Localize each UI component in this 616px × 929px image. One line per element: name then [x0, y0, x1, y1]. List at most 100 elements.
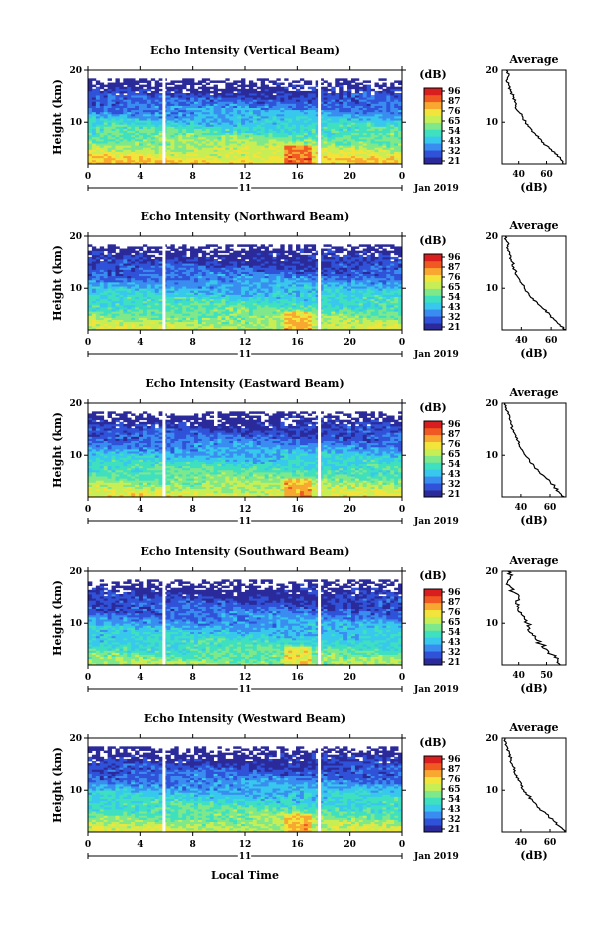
x-tick-label: 12: [239, 172, 252, 182]
average-x-tick: 60: [544, 503, 557, 513]
x-tick-label: 20: [343, 338, 356, 348]
colorbar-tick: 32: [448, 815, 461, 825]
colorbar-tick: 54: [448, 628, 461, 638]
x-tick-label: 16: [291, 338, 304, 348]
average-y-tick: 10: [485, 619, 498, 629]
average-frame: [501, 235, 567, 331]
average-x-tick: 40: [512, 170, 525, 180]
y-tick-label: 10: [69, 451, 82, 461]
colorbar-tick: 54: [448, 795, 461, 805]
colorbar-tick: 65: [448, 117, 461, 127]
x-tick-label: 20: [343, 505, 356, 515]
colorbar-unit: (dB): [419, 401, 446, 414]
x-tick-label: 12: [239, 338, 252, 348]
colorbar-tick: 32: [448, 480, 461, 490]
colorbar: [423, 420, 445, 498]
data-gap-0: [162, 70, 166, 164]
x-tick-label: 0: [399, 673, 405, 683]
data-gap-0: [162, 738, 166, 832]
average-x-label: (dB): [520, 347, 547, 360]
average-y-tick: 20: [485, 399, 498, 409]
colorbar-tick: 32: [448, 147, 461, 157]
x-tick-label: 8: [190, 505, 196, 515]
average-profile-line: [503, 235, 567, 331]
y-tick-label: 20: [69, 734, 82, 744]
x-tick-label: 0: [399, 505, 405, 515]
average-frame: [501, 402, 567, 498]
y-tick-label: 20: [69, 66, 82, 76]
beam-panel-4: Echo Intensity (Westward Beam) 0 4 8 12 16 20 0…: [51, 712, 567, 864]
x-tick-label: 12: [239, 673, 252, 683]
colorbar: [423, 253, 445, 331]
colorbar-tick: 76: [448, 273, 461, 283]
date-label: Jan 2019: [413, 184, 459, 194]
x-tick-label: 16: [291, 840, 304, 850]
y-axis-label: Height (km): [51, 747, 64, 823]
x-tick-label: 12: [239, 840, 252, 850]
colorbar: [423, 755, 445, 833]
day-label: 11: [239, 852, 252, 862]
y-tick-label: 10: [69, 619, 82, 629]
beam-panel-3: Echo Intensity (Southward Beam) 0 4 8 12 16 20…: [51, 545, 567, 697]
average-y-tick: 20: [485, 232, 498, 242]
panel-title: Echo Intensity (Northward Beam): [141, 210, 350, 223]
average-profile-line: [505, 570, 561, 666]
panel-title: Echo Intensity (Vertical Beam): [150, 44, 340, 57]
y-axis-label: Height (km): [51, 580, 64, 656]
average-x-tick: 40: [515, 838, 528, 848]
x-tick-label: 0: [85, 840, 91, 850]
y-axis-label: Height (km): [51, 245, 64, 321]
average-frame: [501, 570, 567, 666]
x-tick-label: 20: [343, 840, 356, 850]
data-gap-1: [318, 70, 322, 164]
data-gap-1: [318, 403, 322, 497]
colorbar-tick: 76: [448, 440, 461, 450]
average-x-tick: 60: [545, 336, 558, 346]
average-y-tick: 20: [485, 734, 498, 744]
panel-title: Echo Intensity (Southward Beam): [141, 545, 350, 558]
heatmap-cells: [88, 411, 403, 498]
day-label: 11: [239, 350, 252, 360]
colorbar-tick: 43: [448, 470, 461, 480]
colorbar-tick: 76: [448, 107, 461, 117]
average-x-label: (dB): [520, 514, 547, 527]
panel-title: Echo Intensity (Westward Beam): [144, 712, 346, 725]
y-tick-label: 20: [69, 399, 82, 409]
data-gap-1: [318, 571, 322, 665]
x-tick-label: 4: [137, 172, 143, 182]
colorbar-tick: 96: [448, 755, 461, 765]
average-title: Average: [508, 219, 558, 232]
colorbar-tick: 87: [448, 97, 461, 107]
heatmap-cells: [88, 579, 403, 666]
average-x-label: (dB): [520, 849, 547, 862]
average-x-tick: 40: [515, 336, 528, 346]
date-label: Jan 2019: [413, 685, 459, 695]
average-title: Average: [508, 721, 558, 734]
x-tick-label: 16: [291, 505, 304, 515]
colorbar-tick: 43: [448, 303, 461, 313]
colorbar-tick: 65: [448, 450, 461, 460]
x-tick-label: 20: [343, 172, 356, 182]
average-x-tick: 60: [540, 170, 553, 180]
average-x-tick: 50: [540, 671, 553, 681]
colorbar-unit: (dB): [419, 234, 446, 247]
average-y-tick: 10: [485, 284, 498, 294]
colorbar-unit: (dB): [419, 736, 446, 749]
colorbar-tick: 21: [448, 157, 461, 167]
x-axis-label: Local Time: [211, 869, 279, 882]
heatmap-cells: [88, 746, 403, 833]
x-tick-label: 0: [85, 172, 91, 182]
data-gap-0: [162, 236, 166, 330]
x-tick-label: 0: [85, 505, 91, 515]
colorbar-tick: 96: [448, 588, 461, 598]
data-gap-1: [318, 236, 322, 330]
colorbar-tick: 21: [448, 323, 461, 333]
colorbar-tick: 54: [448, 293, 461, 303]
day-label: 11: [239, 184, 252, 194]
x-tick-label: 8: [190, 840, 196, 850]
colorbar-tick: 65: [448, 283, 461, 293]
x-tick-label: 8: [190, 338, 196, 348]
x-tick-label: 0: [399, 840, 405, 850]
x-tick-label: 8: [190, 673, 196, 683]
y-tick-label: 20: [69, 232, 82, 242]
